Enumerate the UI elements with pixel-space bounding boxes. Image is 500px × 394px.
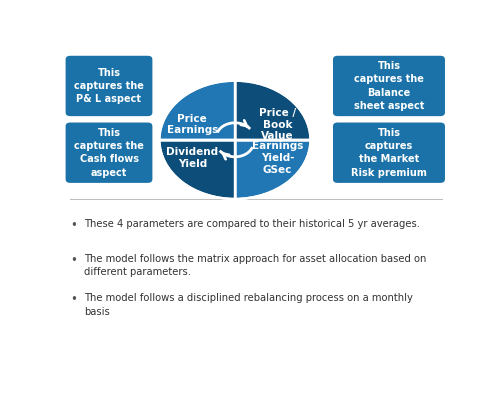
Text: This
captures the
Cash flows
aspect: This captures the Cash flows aspect bbox=[74, 128, 144, 178]
Text: This
captures the
P& L aspect: This captures the P& L aspect bbox=[74, 68, 144, 104]
Text: •: • bbox=[70, 219, 77, 232]
Text: •: • bbox=[70, 254, 77, 267]
FancyBboxPatch shape bbox=[333, 56, 445, 116]
Text: Price
Earnings: Price Earnings bbox=[166, 114, 218, 136]
FancyBboxPatch shape bbox=[66, 56, 152, 116]
FancyBboxPatch shape bbox=[333, 123, 445, 183]
Wedge shape bbox=[160, 81, 235, 140]
Wedge shape bbox=[235, 140, 310, 199]
Wedge shape bbox=[160, 140, 235, 199]
Text: The model follows a disciplined rebalancing process on a monthly
basis: The model follows a disciplined rebalanc… bbox=[84, 293, 412, 317]
Text: •: • bbox=[70, 293, 77, 306]
FancyBboxPatch shape bbox=[66, 123, 152, 183]
Text: This
captures
the Market
Risk premium: This captures the Market Risk premium bbox=[351, 128, 427, 178]
Text: The model follows the matrix approach for asset allocation based on
different pa: The model follows the matrix approach fo… bbox=[84, 254, 426, 277]
Text: Earnings
Yield-
GSec: Earnings Yield- GSec bbox=[252, 141, 303, 175]
Text: Price /
Book
Value: Price / Book Value bbox=[259, 108, 296, 141]
Text: This
captures the
Balance
sheet aspect: This captures the Balance sheet aspect bbox=[354, 61, 424, 111]
Text: These 4 parameters are compared to their historical 5 yr averages.: These 4 parameters are compared to their… bbox=[84, 219, 420, 229]
Wedge shape bbox=[235, 81, 310, 140]
Text: Dividend
Yield: Dividend Yield bbox=[166, 147, 218, 169]
